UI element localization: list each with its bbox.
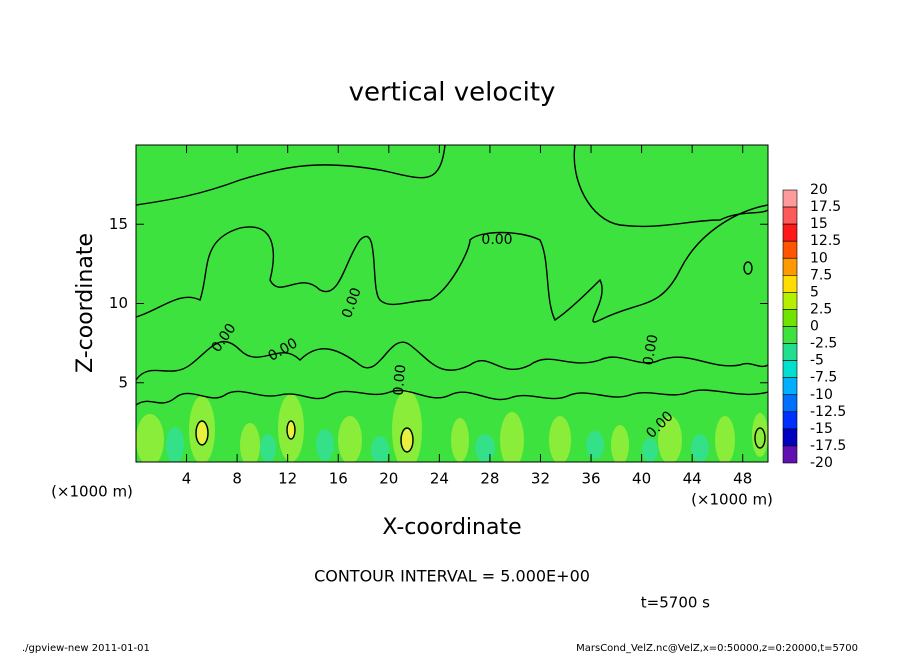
x-tick-label: 4 bbox=[182, 470, 192, 488]
colorbar-label: -20 bbox=[810, 455, 833, 471]
colorbar-swatch bbox=[782, 223, 798, 242]
x-unit: (×1000 m) bbox=[691, 491, 773, 509]
y-tick-label: 15 bbox=[109, 215, 128, 233]
x-axis-label: X-coordinate bbox=[382, 515, 521, 540]
colorbar-label: 20 bbox=[810, 182, 828, 198]
y-tick-label: 5 bbox=[118, 373, 128, 391]
colorbar-swatch bbox=[782, 189, 798, 208]
colorbar-swatch bbox=[782, 394, 798, 413]
chart-title: vertical velocity bbox=[349, 78, 556, 108]
colorbar-label: 5 bbox=[810, 284, 819, 300]
colorbar-label: -2.5 bbox=[810, 336, 837, 352]
y-tick-label: 10 bbox=[109, 294, 128, 312]
colorbar-label: -12.5 bbox=[810, 404, 846, 420]
colorbar-label: 2.5 bbox=[810, 301, 832, 317]
x-tick-label: 48 bbox=[733, 470, 752, 488]
colorbar-swatch bbox=[782, 411, 798, 430]
x-tick-label: 32 bbox=[531, 470, 550, 488]
colorbar-label: -17.5 bbox=[810, 438, 846, 454]
colorbar-swatch bbox=[782, 206, 798, 225]
colorbar-swatch bbox=[782, 343, 798, 361]
colorbar-label: -10 bbox=[810, 387, 833, 403]
colorbar-label: 7.5 bbox=[810, 267, 832, 283]
y-unit: (×1000 m) bbox=[51, 483, 133, 501]
colorbar-swatch bbox=[782, 326, 798, 344]
colorbar-label: 15 bbox=[810, 216, 828, 232]
colorbar-swatch bbox=[782, 240, 798, 259]
contour-label: 0.00 bbox=[640, 333, 661, 366]
x-tick-label: 40 bbox=[632, 470, 651, 488]
x-tick-label: 28 bbox=[480, 470, 499, 488]
contour-label: 0.00 bbox=[481, 232, 512, 248]
contour-label: 0.00 bbox=[391, 364, 410, 396]
x-tick-label: 24 bbox=[430, 470, 449, 488]
colorbar-label: 10 bbox=[810, 250, 828, 266]
footer-left: ./gpview-new 2011-01-01 bbox=[22, 643, 150, 654]
x-tick-label: 44 bbox=[683, 470, 702, 488]
colorbar-label: 17.5 bbox=[810, 199, 841, 215]
x-tick-label: 16 bbox=[329, 470, 348, 488]
colorbar-swatch bbox=[782, 257, 798, 276]
colorbar-label: 0 bbox=[810, 319, 819, 335]
x-tick-label: 36 bbox=[581, 470, 600, 488]
y-axis-label: Z-coordinate bbox=[73, 233, 98, 373]
x-tick-label: 8 bbox=[232, 470, 242, 488]
x-tick-label: 12 bbox=[278, 470, 297, 488]
colorbar-label: -5 bbox=[810, 353, 824, 369]
colorbar-swatch bbox=[782, 445, 798, 464]
colorbar-swatch bbox=[782, 360, 798, 378]
colorbar-swatch bbox=[782, 275, 798, 293]
time-label: t=5700 s bbox=[641, 594, 710, 612]
colorbar-label: -7.5 bbox=[810, 370, 837, 386]
colorbar-label: 12.5 bbox=[810, 233, 841, 249]
x-tick-label: 20 bbox=[379, 470, 398, 488]
colorbar-label: -15 bbox=[810, 421, 833, 437]
contour-interval: CONTOUR INTERVAL = 5.000E+00 bbox=[314, 567, 590, 586]
colorbar-swatch bbox=[782, 428, 798, 447]
field bbox=[136, 145, 768, 462]
colorbar-swatch bbox=[782, 292, 798, 310]
footer-right: MarsCond_VelZ.nc@VelZ,x=0:50000,z=0:2000… bbox=[576, 643, 858, 654]
colorbar-swatch bbox=[782, 377, 798, 396]
colorbar-swatch bbox=[782, 309, 798, 327]
